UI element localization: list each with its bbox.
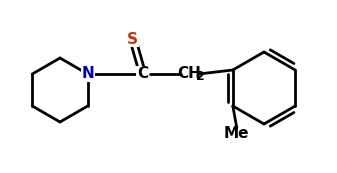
Text: 2: 2 bbox=[196, 71, 205, 84]
Text: S: S bbox=[127, 31, 138, 47]
Text: CH: CH bbox=[177, 66, 201, 81]
Text: Me: Me bbox=[224, 126, 250, 142]
Text: C: C bbox=[137, 66, 148, 81]
Text: N: N bbox=[81, 66, 94, 81]
